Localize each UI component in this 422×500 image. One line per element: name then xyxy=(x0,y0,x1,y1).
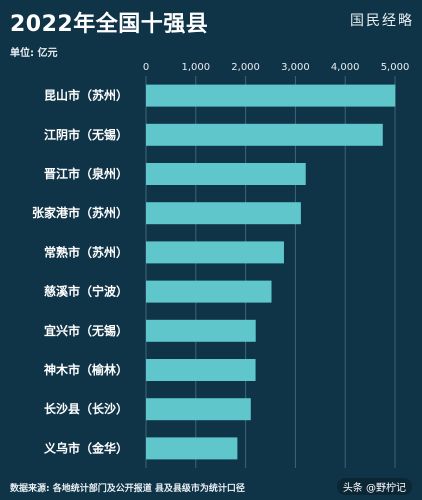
x-tick-label: 3,000 xyxy=(281,62,310,73)
x-tick-label: 2,000 xyxy=(231,62,260,73)
bar xyxy=(146,163,306,185)
bar xyxy=(146,280,272,303)
bar xyxy=(146,319,256,342)
bar xyxy=(146,202,301,225)
x-tick-label: 0 xyxy=(143,62,149,73)
category-label: 义乌市（金华） xyxy=(43,440,128,455)
category-label: 昆山市（苏州） xyxy=(44,88,128,103)
x-tick-label: 1,000 xyxy=(181,62,210,73)
bar xyxy=(146,84,396,107)
category-label: 神木市（榆林） xyxy=(44,362,128,377)
category-label: 长沙县（长沙） xyxy=(44,401,128,416)
category-label: 晋江市（泉州） xyxy=(44,166,128,181)
bar xyxy=(146,123,383,146)
data-source-note: 数据来源: 各地统计部门及公开报道 县及县级市为统计口径 xyxy=(10,484,245,494)
category-label: 江阴市（无锡） xyxy=(44,127,128,142)
bar xyxy=(146,398,251,421)
x-tick-label: 5,000 xyxy=(381,62,410,73)
x-tick-label: 4,000 xyxy=(331,62,360,73)
category-label: 张家港市（苏州） xyxy=(32,205,128,220)
bar xyxy=(146,437,238,460)
brand-logo: 国民经略 xyxy=(350,13,414,29)
watermark-badge: 头条 @野柠记 xyxy=(336,478,412,495)
chart-title: 2022年全国十强县 xyxy=(10,12,209,37)
bar xyxy=(146,241,284,264)
unit-label: 单位: 亿元 xyxy=(10,48,58,59)
category-label: 慈溪市（宁波） xyxy=(44,284,128,299)
category-label: 宜兴市（无锡） xyxy=(44,323,128,338)
category-label: 常熟市（苏州） xyxy=(44,244,128,259)
bar-chart: 0 1,000 2,000 3,000 4,000 5,000 昆山市（苏州） 江阴市（无锡… xyxy=(32,62,410,468)
bar xyxy=(146,359,256,381)
